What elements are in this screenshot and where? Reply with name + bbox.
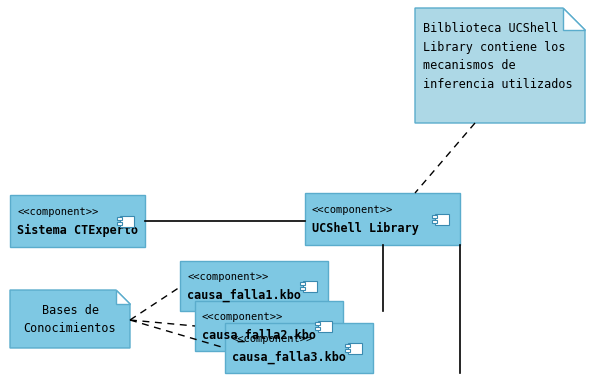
Text: <<component>>: <<component>> (17, 207, 98, 217)
FancyBboxPatch shape (318, 320, 332, 331)
FancyBboxPatch shape (345, 349, 350, 352)
FancyBboxPatch shape (180, 261, 328, 311)
Text: <<component>>: <<component>> (232, 334, 313, 345)
Polygon shape (563, 8, 585, 30)
Polygon shape (116, 290, 130, 304)
Text: Bilblioteca UCShell
Library contiene los
mecanismos de
inferencia utilizados: Bilblioteca UCShell Library contiene los… (423, 22, 573, 90)
FancyBboxPatch shape (120, 216, 134, 227)
FancyBboxPatch shape (315, 327, 321, 330)
FancyBboxPatch shape (432, 220, 437, 223)
FancyBboxPatch shape (303, 280, 317, 291)
Text: <<component>>: <<component>> (312, 205, 394, 215)
FancyBboxPatch shape (117, 217, 123, 220)
FancyBboxPatch shape (345, 344, 350, 347)
Polygon shape (10, 290, 130, 348)
Text: <<component>>: <<component>> (202, 313, 283, 322)
FancyBboxPatch shape (225, 323, 373, 373)
Text: <<component>>: <<component>> (187, 273, 268, 282)
FancyBboxPatch shape (348, 342, 362, 354)
Text: Bases de
Conocimientos: Bases de Conocimientos (24, 303, 116, 334)
Text: UCShell Library: UCShell Library (312, 222, 419, 235)
FancyBboxPatch shape (10, 195, 145, 247)
Text: causa_falla1.kbo: causa_falla1.kbo (187, 288, 301, 302)
Text: causa_falla2.kbo: causa_falla2.kbo (202, 328, 316, 342)
FancyBboxPatch shape (300, 287, 305, 290)
Polygon shape (415, 8, 585, 123)
Text: Sistema CTExperto: Sistema CTExperto (17, 224, 138, 237)
FancyBboxPatch shape (195, 301, 343, 351)
FancyBboxPatch shape (432, 215, 437, 218)
FancyBboxPatch shape (435, 213, 449, 224)
Text: causa_falla3.kbo: causa_falla3.kbo (232, 350, 346, 364)
FancyBboxPatch shape (300, 282, 305, 285)
FancyBboxPatch shape (117, 222, 123, 225)
FancyBboxPatch shape (305, 193, 460, 245)
FancyBboxPatch shape (315, 322, 321, 325)
